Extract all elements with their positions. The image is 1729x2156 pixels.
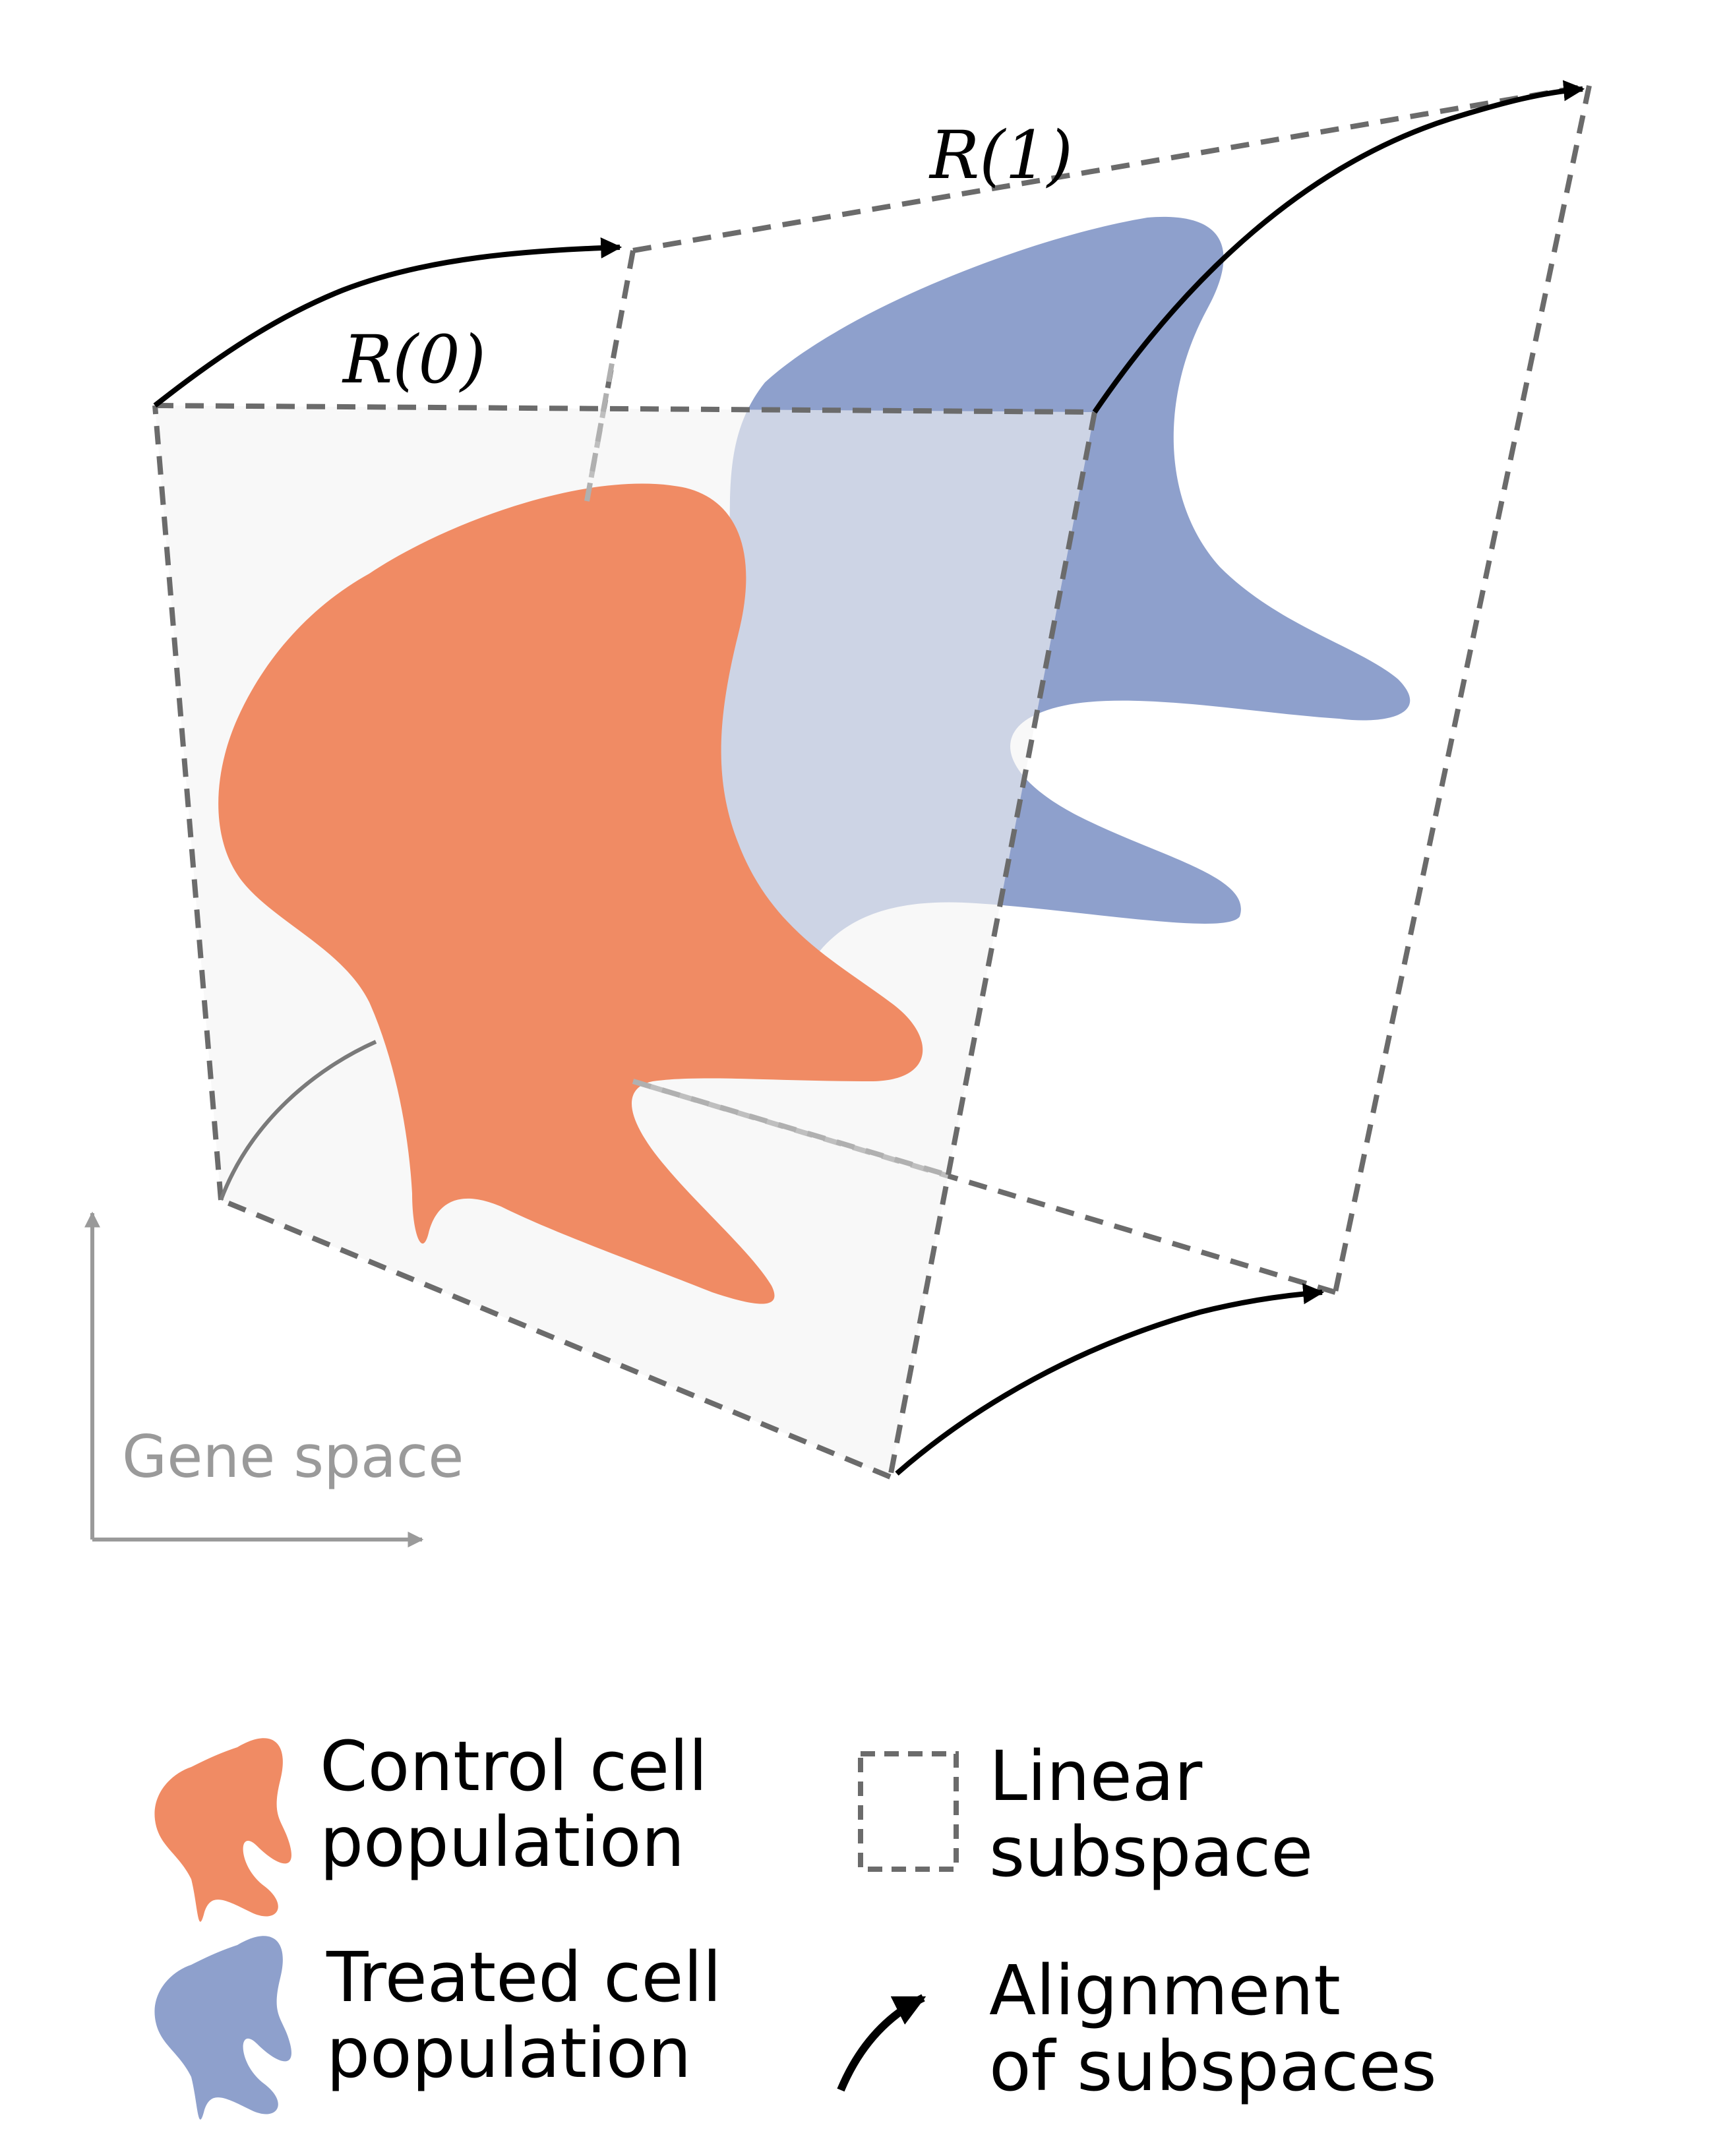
gene-space-label: Gene space bbox=[122, 1423, 464, 1491]
legend-alignment-label-line2: of subspaces bbox=[989, 2026, 1437, 2107]
legend-control-label-line1: Control cell bbox=[320, 1726, 708, 1807]
legend-linear-label-line2: subspace bbox=[989, 1812, 1313, 1892]
hidden-edges bbox=[584, 355, 944, 1176]
alignment-arrows bbox=[153, 80, 1585, 1476]
control-population-blob bbox=[218, 483, 923, 1304]
legend-treated-icon bbox=[154, 1936, 291, 2120]
alignment-arrow-top-left bbox=[153, 237, 622, 408]
legend-control-label-line2: population bbox=[320, 1802, 684, 1882]
alignment-arrow-top-right bbox=[1092, 80, 1585, 414]
legend-alignment-arrow-icon bbox=[837, 1994, 926, 2092]
r0-label: R(0) bbox=[342, 321, 486, 398]
legend-linear-label-line1: Linear bbox=[989, 1736, 1202, 1816]
plane-r0-outline bbox=[152, 403, 1097, 1480]
legend-treated-label-line2: population bbox=[326, 2013, 691, 2093]
legend-linear-subspace-icon bbox=[858, 1751, 959, 1872]
legend-treated-label-line1: Treated cell bbox=[326, 1937, 721, 2018]
legend-control-icon bbox=[154, 1738, 291, 1922]
legend-alignment-label-line1: Alignment bbox=[989, 1950, 1341, 2031]
rotation-arc bbox=[219, 1040, 377, 1201]
alignment-arrow-bottom bbox=[895, 1283, 1325, 1476]
legend: Control cell population Treated cell pop… bbox=[154, 1726, 1437, 2120]
gene-space-axes bbox=[84, 1211, 424, 1547]
r1-label: R(1) bbox=[928, 117, 1073, 194]
